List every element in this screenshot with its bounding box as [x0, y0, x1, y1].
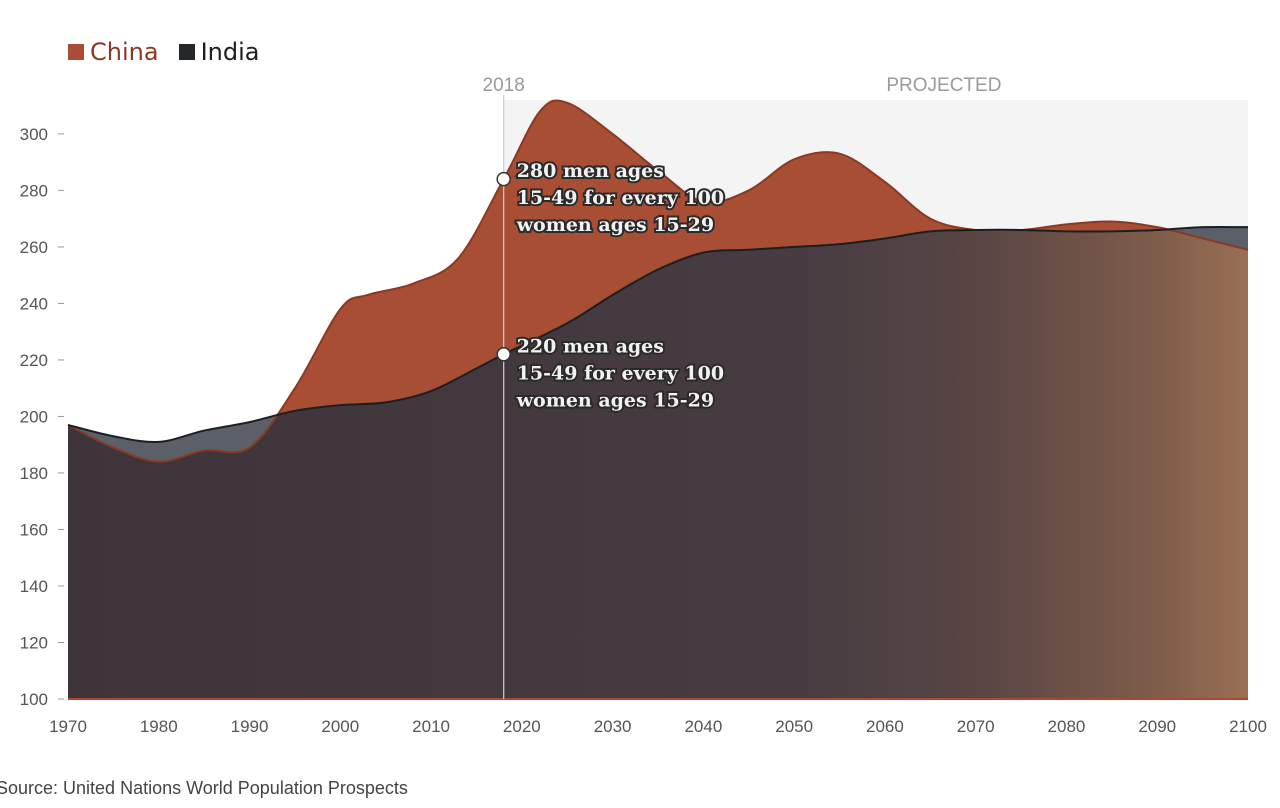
x-tick-label: 2050: [775, 717, 813, 736]
annotation-text: 15-49 for every 100: [517, 187, 724, 209]
annotation-text: women ages 15-29: [516, 389, 714, 411]
x-tick-label: 2010: [412, 717, 450, 736]
source-note: Source: United Nations World Population …: [0, 778, 408, 798]
x-tick-label: 1980: [140, 717, 178, 736]
y-tick-label: 100: [20, 690, 48, 709]
x-tick-label: 1970: [49, 717, 87, 736]
legend-item-china: China: [68, 38, 159, 66]
x-tick-label: 2060: [866, 717, 904, 736]
y-tick-label: 160: [20, 520, 48, 539]
x-tick-label: 2030: [594, 717, 632, 736]
annotation-dot: [496, 347, 511, 362]
annotation-text: 15-49 for every 100: [517, 362, 724, 384]
annotation-text: women ages 15-29: [516, 214, 714, 236]
series-china-line: [67, 99, 1249, 463]
legend-swatch-india: [178, 44, 195, 60]
y-tick-label: 240: [20, 294, 48, 313]
x-tick-label: 2020: [503, 717, 541, 736]
annotation-text: 280 men ages: [517, 160, 664, 182]
x-tick-label: 1990: [231, 717, 269, 736]
annotation-text: 220 men ages: [517, 335, 664, 357]
projected-label: PROJECTED: [886, 75, 1001, 96]
y-tick-label: 280: [20, 181, 48, 200]
x-tick-label: 2090: [1138, 717, 1176, 736]
y-tick-label: 300: [20, 125, 48, 144]
x-tick-label: 2000: [321, 717, 359, 736]
marker-label-2018: 2018: [483, 75, 525, 96]
y-tick-label: 260: [20, 238, 48, 257]
x-tick-label: 2080: [1048, 717, 1086, 736]
legend: China India: [68, 38, 259, 66]
legend-label-china: China: [90, 38, 159, 66]
legend-item-india: India: [178, 38, 260, 66]
y-tick-label: 120: [20, 633, 48, 652]
x-tick-label: 2070: [957, 717, 995, 736]
y-tick-label: 220: [20, 351, 48, 370]
x-tick-label: 2040: [684, 717, 722, 736]
y-tick-label: 180: [20, 464, 48, 483]
y-tick-label: 140: [20, 577, 48, 596]
x-tick-label: 2100: [1229, 717, 1267, 736]
annotation-dot: [496, 171, 511, 187]
legend-label-india: India: [200, 38, 260, 66]
series-india-area: [68, 226, 1248, 699]
series-india-line: [67, 225, 1249, 444]
legend-swatch-china: [68, 44, 84, 60]
y-tick-label: 200: [20, 407, 48, 426]
